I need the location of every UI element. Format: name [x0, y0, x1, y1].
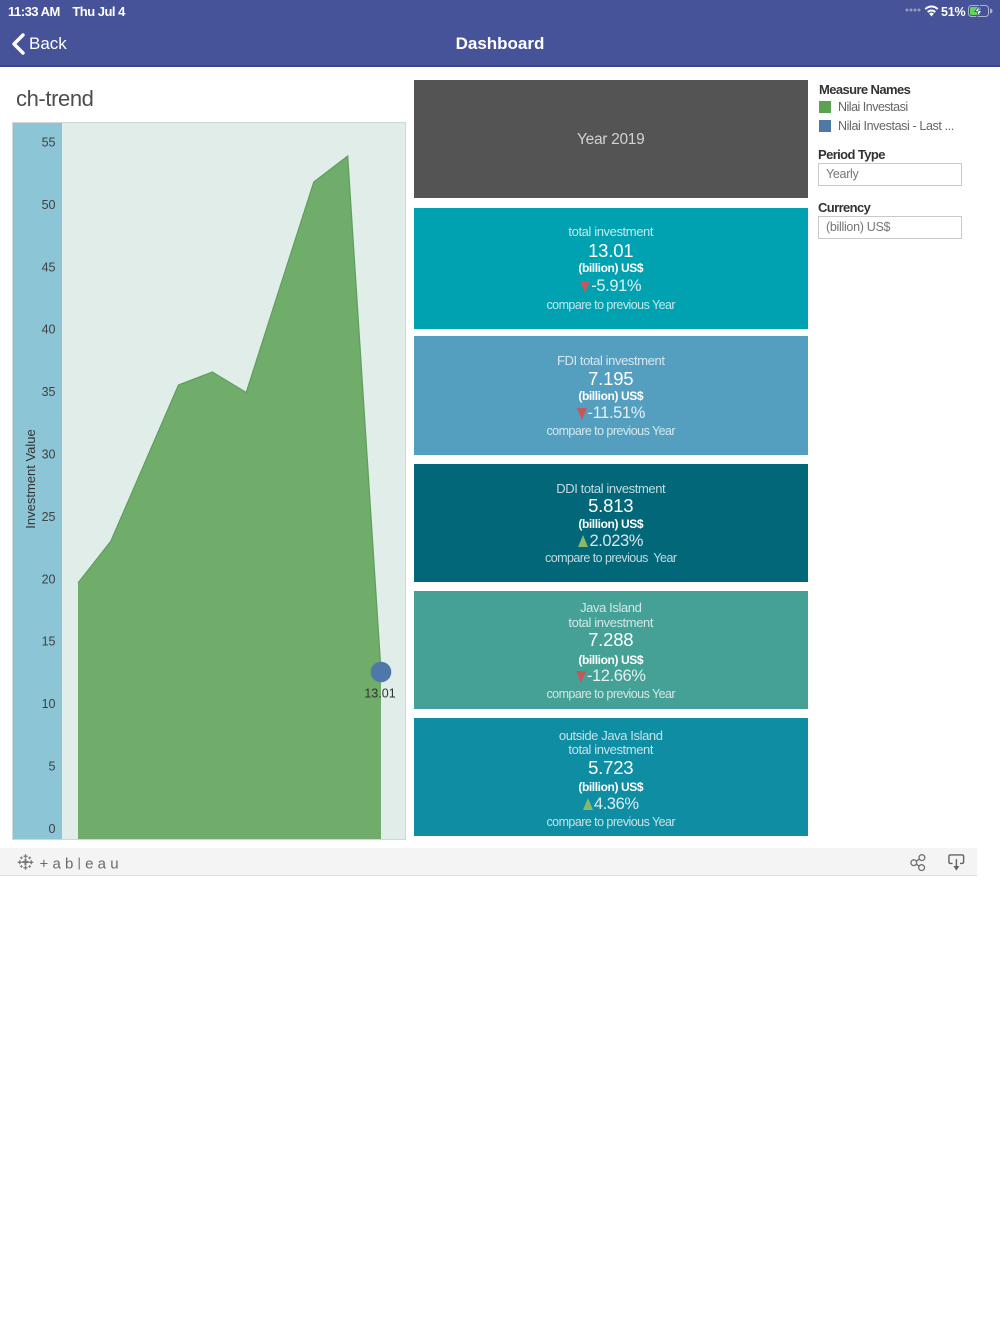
svg-text:30: 30: [42, 448, 56, 462]
svg-text:35: 35: [42, 385, 56, 399]
svg-text:20: 20: [42, 572, 56, 586]
svg-text:13.01: 13.01: [364, 687, 395, 701]
svg-text:5: 5: [49, 760, 56, 774]
svg-text:40: 40: [42, 323, 56, 337]
svg-text:15: 15: [42, 635, 56, 649]
svg-text:10: 10: [42, 697, 56, 711]
svg-text:Investment Value: Investment Value: [23, 429, 38, 528]
svg-text:0: 0: [49, 822, 56, 836]
svg-text:25: 25: [42, 510, 56, 524]
svg-text:45: 45: [42, 260, 56, 274]
svg-text:50: 50: [42, 198, 56, 212]
svg-text:55: 55: [42, 136, 56, 150]
